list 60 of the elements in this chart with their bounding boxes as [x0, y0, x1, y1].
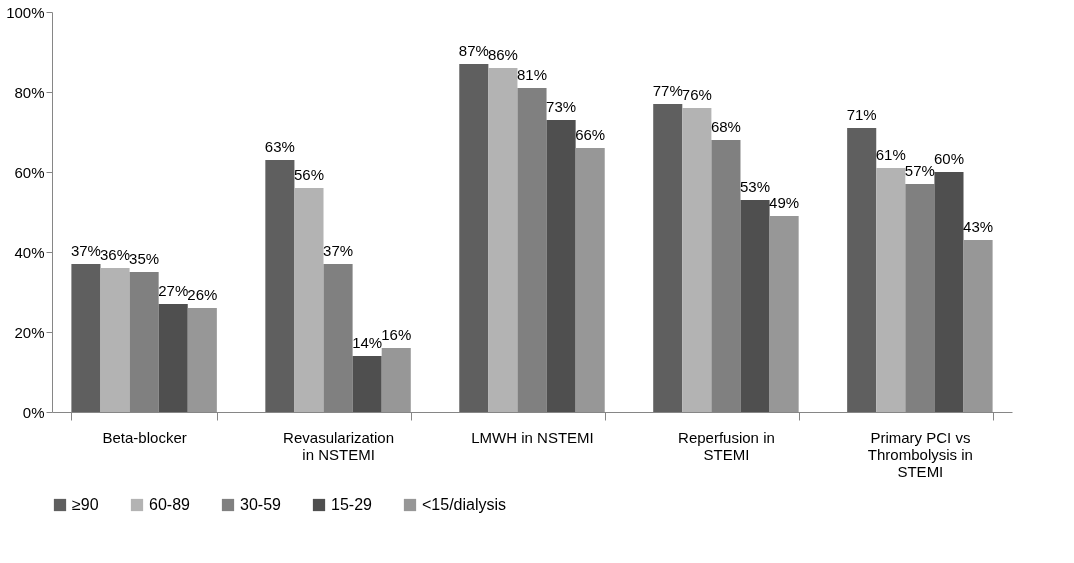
legend-label: 30-59: [240, 496, 282, 513]
data-label: 60%: [933, 150, 964, 167]
data-label: 87%: [458, 42, 489, 59]
bar: [100, 268, 130, 412]
y-tick-label: 80%: [14, 83, 45, 101]
data-label: 76%: [681, 86, 712, 103]
data-label: 73%: [546, 98, 577, 115]
x-tick-label: Beta-blocker: [102, 428, 187, 446]
x-tick-label: Primary PCI vs Thrombolysis in STEMI: [867, 428, 973, 480]
bar: [847, 128, 877, 412]
bar: [653, 104, 683, 412]
bar: [381, 348, 411, 412]
data-label: 53%: [740, 178, 771, 195]
x-tick-label: LMWH in NSTEMI: [471, 428, 594, 446]
bar: [876, 168, 906, 412]
bar: [187, 308, 217, 412]
data-label: 16%: [381, 326, 412, 343]
y-tick-label: 0%: [22, 403, 45, 421]
data-label: 68%: [710, 118, 741, 135]
bar: [265, 160, 295, 412]
y-tick-label: 100%: [6, 3, 45, 21]
data-label: 57%: [904, 162, 935, 179]
data-label: 37%: [323, 242, 354, 259]
data-label: 37%: [70, 242, 101, 259]
data-label: 61%: [875, 146, 906, 163]
bar: [488, 68, 518, 412]
data-label: 26%: [187, 286, 218, 303]
data-label: 77%: [652, 82, 683, 99]
data-label: 66%: [575, 126, 606, 143]
data-label: 81%: [516, 66, 548, 83]
bar: [294, 188, 324, 412]
bar: [459, 64, 489, 412]
y-tick-label: 60%: [14, 163, 45, 181]
data-label: 35%: [129, 250, 160, 267]
data-label: 71%: [846, 106, 877, 123]
y-tick-label: 20%: [14, 323, 45, 341]
x-tick-label: Reperfusion in STEMI: [678, 428, 775, 463]
bar: [71, 264, 101, 412]
data-label: 49%: [769, 194, 800, 211]
data-label: 56%: [293, 166, 324, 183]
y-tick-label: 40%: [14, 243, 45, 261]
bar: [934, 172, 964, 412]
bar: [352, 356, 382, 412]
bar: [740, 200, 770, 412]
data-label: 43%: [963, 218, 994, 235]
bar: [546, 120, 576, 412]
data-label: 63%: [264, 138, 295, 155]
legend-label: ≥90: [72, 496, 99, 513]
bar: [575, 148, 605, 412]
data-label: 27%: [158, 282, 189, 299]
x-tick-label: Revasularization in NSTEMI: [283, 428, 395, 463]
data-label: 14%: [352, 334, 383, 351]
bar: [963, 240, 993, 412]
bar: [158, 304, 188, 412]
bar: [682, 108, 712, 412]
bar: [769, 216, 799, 412]
legend-label: 60-89: [149, 496, 191, 513]
data-label: 86%: [487, 46, 518, 63]
legend-label: 15-29: [331, 496, 373, 513]
legend-label: <15/dialysis: [422, 496, 507, 513]
